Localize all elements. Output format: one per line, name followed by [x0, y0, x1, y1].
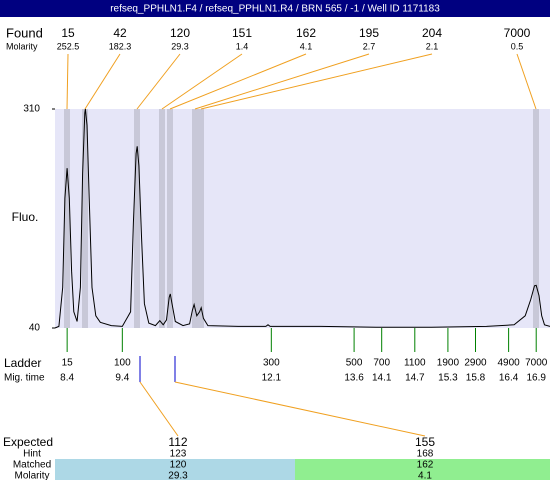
- molarity-label: Molarity: [6, 41, 38, 51]
- found-size: 15: [61, 26, 75, 40]
- found-size: 195: [359, 26, 379, 40]
- column-band: [295, 459, 550, 480]
- cell-expected: 155: [415, 435, 435, 449]
- ladder-size: 1900: [437, 358, 460, 369]
- found-molarity: 2.1: [426, 41, 439, 51]
- found-molarity: 182.3: [109, 41, 132, 51]
- found-size: 120: [170, 26, 190, 40]
- header-title: refseq_PPHLN1.F4 / refseq_PPHLN1.R4 / BR…: [110, 4, 440, 15]
- peak-band: [533, 109, 539, 328]
- y-axis-label: Fluo.: [12, 210, 39, 224]
- ladder-time: 8.4: [60, 373, 74, 384]
- ladder-time: 15.3: [438, 373, 458, 384]
- ladder-size: 700: [373, 358, 390, 369]
- ladder-size: 2900: [464, 358, 487, 369]
- found-molarity: 4.1: [300, 41, 313, 51]
- cell-molarity: 4.1: [418, 471, 432, 480]
- cell-hint: 168: [417, 449, 434, 460]
- cell-molarity: 29.3: [168, 471, 188, 480]
- cell-expected: 112: [168, 435, 187, 449]
- found-size: 151: [232, 26, 252, 40]
- ladder-time: 14.1: [372, 373, 392, 384]
- peak-band: [82, 109, 88, 328]
- peak-band: [198, 109, 204, 328]
- found-size: 7000: [504, 26, 531, 40]
- ladder-time: 16.9: [526, 373, 546, 384]
- ladder-size: 15: [62, 358, 74, 369]
- cell-hint: 123: [170, 449, 187, 460]
- ladder-label: Ladder: [4, 356, 41, 370]
- peak-band: [134, 109, 140, 328]
- found-molarity: 1.4: [236, 41, 249, 51]
- cell-matched: 120: [170, 460, 187, 471]
- peak-band: [192, 109, 198, 328]
- connector: [200, 53, 433, 110]
- ladder-time: 13.6: [344, 373, 364, 384]
- connector: [169, 53, 307, 110]
- peak-band: [159, 109, 165, 328]
- peak-band: [64, 109, 70, 328]
- ladder-size: 300: [263, 358, 280, 369]
- ladder-time: 16.4: [499, 373, 519, 384]
- ladder-size: 4900: [497, 358, 520, 369]
- plot-area: [55, 109, 550, 328]
- found-size: 42: [113, 26, 127, 40]
- connector: [516, 53, 537, 110]
- ladder-time: 12.1: [262, 373, 282, 384]
- found-molarity: 0.5: [511, 41, 524, 51]
- row-label: Matched: [13, 460, 51, 471]
- connector: [139, 381, 179, 437]
- ladder-size: 1100: [404, 358, 426, 369]
- row-label: Molarity: [14, 471, 49, 480]
- ladder-size: 7000: [525, 358, 548, 369]
- found-size: 204: [422, 26, 442, 40]
- found-label: Found: [6, 25, 43, 40]
- connector: [174, 381, 426, 437]
- found-size: 162: [296, 26, 316, 40]
- found-molarity: 2.7: [363, 41, 376, 51]
- connector: [66, 53, 69, 110]
- peak-band: [167, 109, 173, 328]
- found-molarity: 252.5: [57, 41, 80, 51]
- cell-matched: 162: [417, 460, 434, 471]
- found-molarity: 29.3: [171, 41, 189, 51]
- ladder-time: 14.7: [405, 373, 425, 384]
- y-tick-label: 310: [23, 104, 40, 115]
- trace: [54, 108, 550, 329]
- mig-time-label: Mig. time: [4, 373, 45, 384]
- ladder-time: 15.8: [466, 373, 486, 384]
- ladder-time: 9.4: [115, 373, 129, 384]
- header-bar: [0, 0, 550, 17]
- row-label: Hint: [23, 449, 41, 460]
- connector: [136, 53, 181, 110]
- column-band: [55, 459, 295, 480]
- ladder-size: 500: [346, 358, 363, 369]
- connector: [161, 53, 243, 110]
- y-tick-label: 40: [29, 323, 41, 334]
- ladder-size: 100: [114, 358, 131, 369]
- row-label: Expected: [3, 435, 53, 449]
- connector: [84, 53, 121, 110]
- connector: [194, 53, 370, 110]
